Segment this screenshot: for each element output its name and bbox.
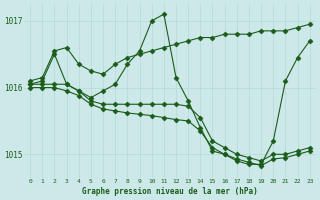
X-axis label: Graphe pression niveau de la mer (hPa): Graphe pression niveau de la mer (hPa) — [82, 187, 258, 196]
